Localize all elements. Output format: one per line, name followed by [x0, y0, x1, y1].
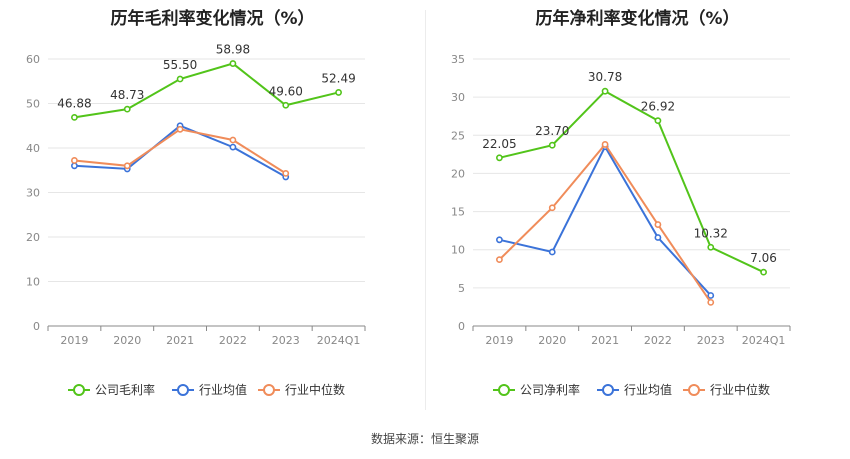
data-point: [71, 113, 78, 121]
data-point: [335, 89, 342, 96]
legend-swatch-marker: [498, 384, 510, 396]
data-point: [229, 60, 237, 67]
net-margin-chart: 0 5 10 15 20 25 30 35 2019 2020 2021 2022 2023 2024Q1…: [451, 53, 791, 397]
legend-label: 行业中位数: [285, 382, 345, 397]
data-point: [71, 162, 78, 170]
y-tick-label: 20: [451, 167, 465, 180]
data-label: 55.50: [163, 58, 197, 72]
data-point: [496, 256, 503, 264]
legend-item: 行业均值: [172, 382, 247, 397]
data-point: [548, 248, 556, 256]
data-point: [123, 105, 131, 113]
data-label: 30.78: [588, 70, 622, 84]
y-tick-label: 20: [26, 231, 40, 244]
y-tick-label: 60: [26, 53, 40, 66]
data-point: [71, 157, 78, 164]
data-source-note: 数据来源：恒生聚源: [370, 432, 479, 446]
legend-swatch-marker: [177, 384, 189, 396]
legend-label: 行业中位数: [710, 382, 770, 397]
data-point: [707, 292, 715, 299]
legend-label: 行业均值: [199, 382, 247, 397]
x-tick-label: 2020: [113, 334, 141, 347]
y-tick-label: 10: [451, 244, 465, 257]
legend-item: 公司净利率: [493, 382, 580, 397]
series-line: [74, 62, 339, 119]
y-tick-label: 0: [33, 320, 40, 333]
x-tick-label: 2021: [591, 334, 619, 347]
y-tick-label: 40: [26, 142, 40, 155]
data-point: [654, 221, 662, 228]
y-tick-label: 0: [458, 320, 465, 333]
data-point: [282, 101, 290, 109]
y-tick-label: 30: [26, 187, 40, 200]
data-label: 22.05: [482, 137, 516, 151]
data-point: [123, 162, 131, 170]
series-line: [74, 124, 287, 178]
x-tick-label: 2023: [272, 334, 300, 347]
data-label: 7.06: [750, 251, 777, 265]
data-label: 46.88: [57, 96, 91, 110]
series-line: [499, 89, 765, 274]
x-tick-label: 2019: [60, 334, 88, 347]
legend-swatch-marker: [602, 384, 614, 396]
data-label: 10.32: [694, 226, 728, 240]
data-point: [654, 117, 662, 125]
legend-item: 行业均值: [597, 382, 672, 397]
data-label: 48.73: [110, 88, 144, 102]
x-tick-label: 2019: [485, 334, 513, 347]
x-tick-label: 2023: [697, 334, 725, 347]
data-label: 58.98: [216, 43, 250, 57]
data-point: [176, 125, 184, 133]
legend-swatch-marker: [73, 384, 85, 396]
data-point: [707, 298, 715, 306]
x-tick-label: 2024Q1: [317, 334, 361, 347]
chart-title-net-margin: 历年净利率变化情况（%）: [535, 9, 740, 29]
series-line: [498, 142, 712, 303]
legend-item: 行业中位数: [258, 382, 345, 397]
data-label: 52.49: [321, 71, 355, 85]
y-tick-label: 10: [26, 276, 40, 289]
gross-margin-chart: 0 10 20 30 40 50 60 2019 2020 2021 2022 2023 2024Q1 4…: [26, 43, 366, 397]
y-tick-label: 5: [458, 282, 465, 295]
x-tick-label: 2021: [166, 334, 194, 347]
data-point: [229, 143, 237, 151]
data-label: 26.92: [641, 100, 675, 114]
data-label: 23.70: [535, 124, 569, 138]
data-label: 49.60: [269, 84, 303, 98]
y-tick-label: 15: [451, 206, 465, 219]
legend-label: 公司净利率: [520, 382, 580, 397]
data-point: [548, 204, 556, 212]
legend-swatch-marker: [263, 384, 275, 396]
legend-label: 行业均值: [624, 382, 672, 397]
y-tick-label: 30: [451, 91, 465, 104]
legend-swatch-marker: [688, 384, 700, 396]
data-point: [496, 236, 503, 244]
data-point: [496, 154, 503, 162]
x-tick-label: 2022: [644, 334, 672, 347]
panel-divider: [425, 10, 426, 410]
legend-label: 公司毛利率: [95, 382, 155, 397]
y-tick-label: 35: [451, 53, 465, 66]
chart-title-gross-margin: 历年毛利率变化情况（%）: [110, 9, 315, 29]
data-point: [601, 87, 609, 95]
data-point: [760, 268, 767, 276]
legend-item: 公司毛利率: [68, 382, 155, 397]
data-point: [176, 75, 184, 83]
x-tick-label: 2022: [219, 334, 247, 347]
data-point: [654, 234, 662, 241]
y-tick-label: 25: [451, 129, 465, 142]
data-point: [548, 141, 556, 149]
legend-item: 行业中位数: [683, 382, 770, 397]
y-tick-label: 50: [26, 98, 40, 111]
data-point: [282, 169, 290, 177]
data-point: [707, 243, 715, 251]
data-point: [229, 136, 237, 144]
data-point: [601, 141, 609, 148]
x-tick-label: 2020: [538, 334, 566, 347]
x-tick-label: 2024Q1: [742, 334, 786, 347]
